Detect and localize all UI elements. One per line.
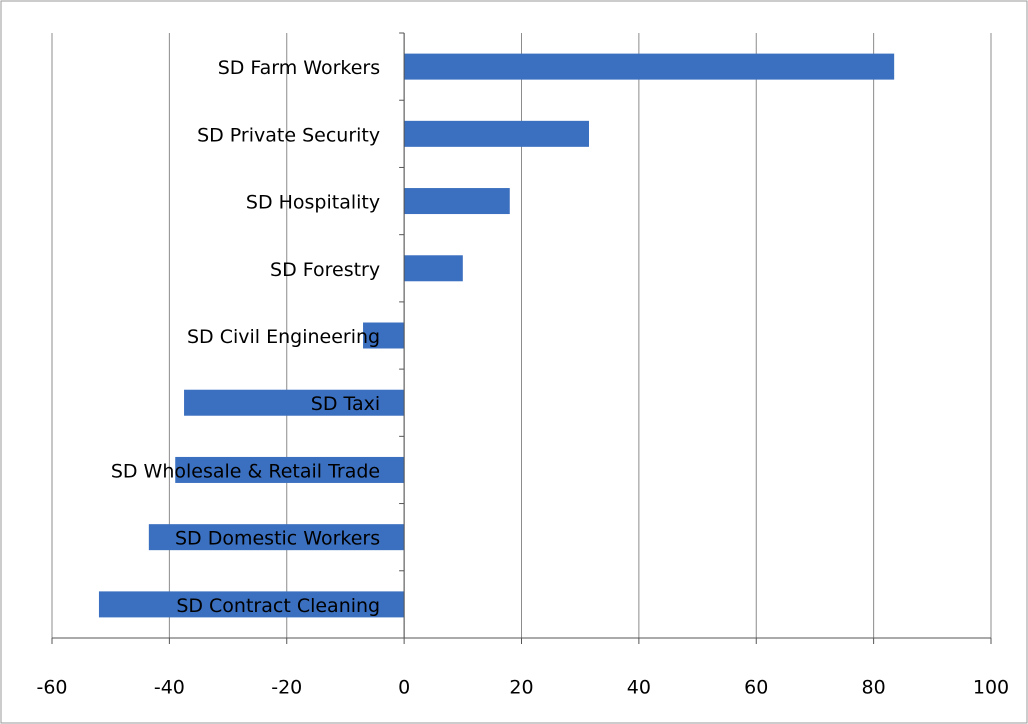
x-tick-label: -20	[271, 677, 302, 699]
y-tick-label: SD Taxi	[311, 393, 380, 415]
x-tick-label: 80	[862, 677, 886, 699]
y-tick-label: SD Forestry	[270, 259, 380, 281]
bar	[404, 188, 510, 215]
bar	[98, 591, 405, 618]
y-tick-label: SD Private Security	[197, 124, 380, 146]
x-tick-label: -60	[36, 677, 67, 699]
x-tick-label: 0	[398, 677, 410, 699]
bar	[363, 322, 405, 349]
x-tick-label: 100	[973, 677, 1009, 699]
x-tick-label: 40	[627, 677, 651, 699]
y-tick-label: SD Contract Cleaning	[176, 595, 380, 617]
bar	[175, 456, 405, 483]
x-tick-label: -40	[154, 677, 185, 699]
y-tick-label: SD Civil Engineering	[187, 326, 380, 348]
bar	[404, 53, 895, 80]
y-tick-label: SD Farm Workers	[218, 57, 380, 79]
x-tick-label: 60	[744, 677, 768, 699]
y-tick-label: SD Wholesale & Retail Trade	[111, 460, 380, 482]
y-tick-label: SD Hospitality	[246, 192, 380, 214]
bar	[404, 255, 463, 282]
bar	[184, 389, 405, 416]
y-tick-label: SD Domestic Workers	[175, 528, 380, 550]
x-tick-label: 20	[509, 677, 533, 699]
bar	[404, 120, 589, 147]
bar	[148, 524, 405, 551]
